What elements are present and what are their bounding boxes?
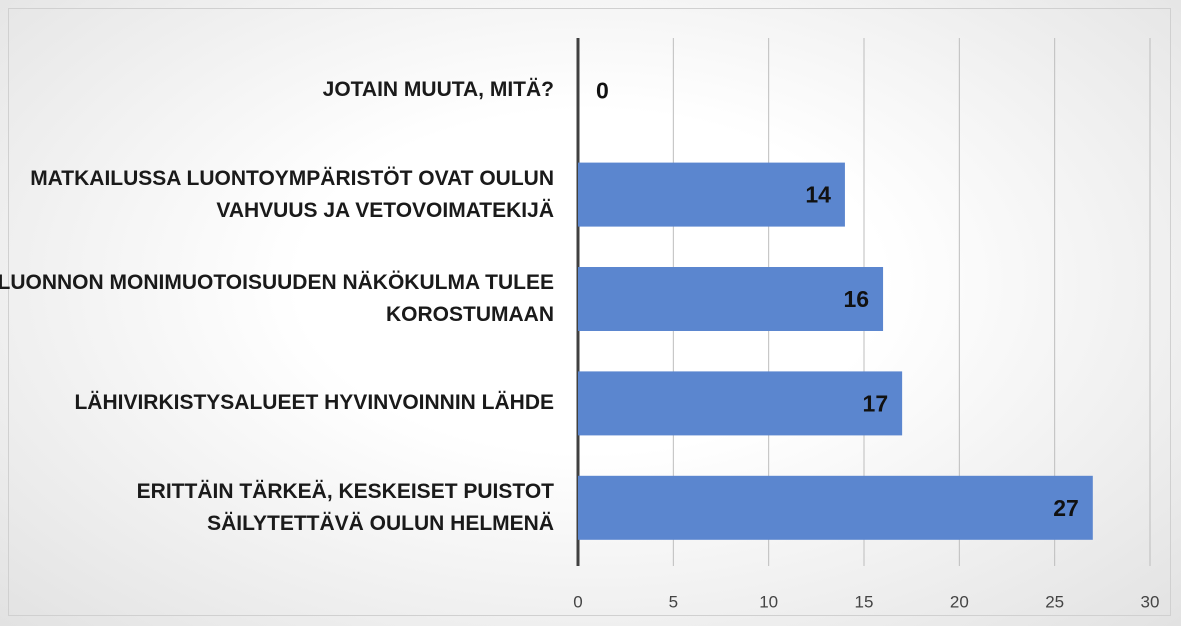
x-tick-label: 5 [669,592,678,611]
bar [578,371,903,436]
bar [578,162,845,227]
x-tick-label: 30 [1141,592,1160,611]
x-tick-label: 0 [573,592,582,611]
x-tick-label: 10 [759,592,778,611]
bar [578,475,1093,540]
chart-frame [8,8,1171,616]
category-label: MATKAILUSSA LUONTOYMPÄRISTÖT OVAT OULUN … [30,166,554,222]
category-label: LUONNON MONIMUOTOISUUDEN NÄKÖKULMA TULEE… [0,271,554,326]
category-label: LÄHIVIRKISTYSALUEET HYVINVOINNIN LÄHDE [74,391,554,415]
x-tick-label: 15 [855,592,874,611]
x-tick-label: 25 [1045,592,1064,611]
value-label: 17 [863,390,889,416]
x-tick-label: 20 [950,592,969,611]
value-label: 0 [596,77,609,103]
value-label: 27 [1053,495,1079,521]
value-label: 16 [843,286,869,312]
value-label: 14 [805,182,831,208]
category-label: JOTAIN MUUTA, MITÄ? [322,78,554,102]
bar [578,267,884,331]
category-label: ERITTÄIN TÄRKEÄ, KESKEISET PUISTOT SÄILY… [136,479,554,535]
